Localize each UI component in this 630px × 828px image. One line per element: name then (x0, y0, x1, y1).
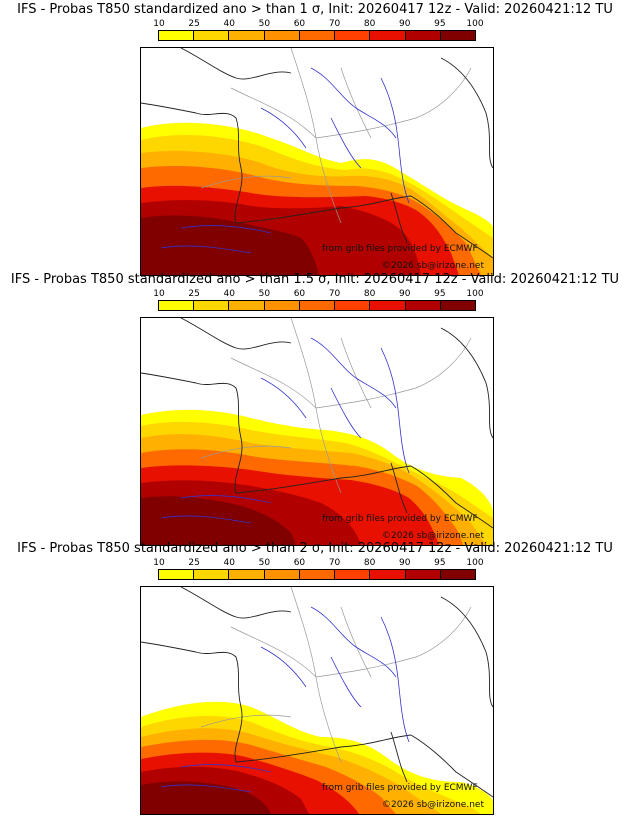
colorbar-tick-label: 10 (153, 558, 165, 568)
colorbar-tick-label: 25 (188, 558, 200, 568)
colorbar-swatch (299, 570, 336, 579)
country-borders (200, 318, 472, 494)
panel-title: IFS - Probas T850 standardized ano > tha… (10, 272, 620, 287)
map-panel-3: IFS - Probas T850 standardized ano > tha… (0, 541, 630, 815)
map-graphic (141, 587, 493, 814)
colorbar-swatch (370, 570, 406, 579)
colorbar-swatch (264, 31, 300, 40)
probability-map: from grib files provided by ECMWF ©2026 … (140, 586, 494, 815)
colorbar-tick-label: 95 (434, 289, 446, 299)
colorbar-swatch (440, 31, 475, 40)
colorbar-swatch (194, 31, 230, 40)
data-source-credit: from grib files provided by ECMWF (322, 783, 478, 793)
colorbar-tick-label: 80 (363, 558, 376, 568)
colorbar-swatch (229, 31, 265, 40)
colorbar-tick-label: 10 (153, 289, 165, 299)
coastlines (141, 587, 493, 798)
colorbar-tick-label: 70 (328, 289, 341, 299)
probability-field (141, 701, 493, 814)
country-borders (200, 48, 472, 224)
colorbar-tick-label: 80 (363, 289, 376, 299)
colorbar-swatch (440, 301, 475, 310)
colorbar-tick-label: 70 (328, 19, 341, 29)
copyright-credit: ©2026 sb@irizone.net (382, 261, 484, 271)
colorbar-swatch (440, 570, 475, 579)
colorbar: 10 25 40 50 60 70 80 90 95 100 (153, 289, 484, 317)
map-panel-2: IFS - Probas T850 standardized ano > tha… (0, 272, 630, 546)
colorbar-swatches (158, 300, 476, 311)
colorbar-swatches (158, 569, 476, 580)
colorbar-labels: 10 25 40 50 60 70 80 90 95 100 (153, 19, 483, 30)
probability-field (141, 409, 493, 545)
colorbar-swatch (405, 570, 441, 579)
colorbar-swatch (299, 301, 336, 310)
colorbar-swatch (335, 31, 371, 40)
panel-title: IFS - Probas T850 standardized ano > tha… (17, 2, 613, 17)
colorbar-tick-label: 50 (258, 289, 271, 299)
colorbar-labels: 10 25 40 50 60 70 80 90 95 100 (153, 558, 483, 569)
copyright-credit: ©2026 sb@irizone.net (382, 800, 484, 810)
colorbar-swatch (335, 570, 371, 579)
rivers (160, 337, 410, 524)
probability-map: from grib files provided by ECMWF ©2026 … (140, 47, 494, 276)
colorbar-tick-label: 90 (399, 558, 411, 568)
colorbar-tick-label: 90 (399, 19, 411, 29)
copyright-credit: ©2026 sb@irizone.net (382, 531, 484, 541)
colorbar-tick-label: 100 (466, 558, 484, 568)
colorbar-swatch (159, 570, 195, 579)
colorbar-tick-label: 40 (223, 19, 235, 29)
coastlines (141, 318, 493, 529)
coastlines (141, 48, 493, 259)
colorbar-swatch (229, 301, 265, 310)
colorbar-labels: 10 25 40 50 60 70 80 90 95 100 (153, 289, 483, 300)
colorbar-tick-label: 100 (466, 289, 484, 299)
map-graphic (141, 318, 493, 545)
colorbar-swatch (194, 570, 230, 579)
rivers (160, 606, 410, 793)
colorbar-swatch (370, 301, 406, 310)
data-source-credit: from grib files provided by ECMWF (322, 514, 478, 524)
colorbar-swatch (299, 31, 336, 40)
colorbar-tick-label: 50 (258, 558, 271, 568)
colorbar-tick-label: 25 (188, 289, 200, 299)
colorbar-tick-label: 10 (153, 19, 165, 29)
colorbar-tick-label: 100 (466, 19, 484, 29)
colorbar-tick-label: 60 (293, 558, 306, 568)
colorbar-swatch (370, 31, 406, 40)
data-source-credit: from grib files provided by ECMWF (322, 244, 478, 254)
colorbar: 10 25 40 50 60 70 80 90 95 100 (153, 558, 484, 586)
colorbar-tick-label: 25 (188, 19, 200, 29)
colorbar-swatch (264, 301, 300, 310)
colorbar-tick-label: 80 (363, 19, 376, 29)
colorbar-tick-label: 60 (293, 19, 306, 29)
rivers (160, 67, 410, 254)
colorbar-tick-label: 95 (434, 558, 446, 568)
map-graphic (141, 48, 493, 275)
colorbar-tick-label: 50 (258, 19, 271, 29)
colorbar-tick-label: 60 (293, 289, 306, 299)
panel-title: IFS - Probas T850 standardized ano > tha… (17, 541, 613, 556)
country-borders (200, 587, 472, 763)
colorbar-swatches (158, 30, 476, 41)
colorbar-tick-label: 95 (434, 19, 446, 29)
colorbar-tick-label: 90 (399, 289, 411, 299)
colorbar-tick-label: 70 (328, 558, 341, 568)
colorbar-tick-label: 40 (223, 289, 235, 299)
colorbar-swatch (159, 31, 195, 40)
colorbar-swatch (194, 301, 230, 310)
colorbar-swatch (405, 31, 441, 40)
colorbar-swatch (159, 301, 195, 310)
colorbar-swatch (405, 301, 441, 310)
map-panel-1: IFS - Probas T850 standardized ano > tha… (0, 2, 630, 276)
colorbar-tick-label: 40 (223, 558, 235, 568)
colorbar-swatch (335, 301, 371, 310)
colorbar-swatch (264, 570, 300, 579)
colorbar-swatch (229, 570, 265, 579)
probability-map: from grib files provided by ECMWF ©2026 … (140, 317, 494, 546)
colorbar: 10 25 40 50 60 70 80 90 95 100 (153, 19, 484, 47)
